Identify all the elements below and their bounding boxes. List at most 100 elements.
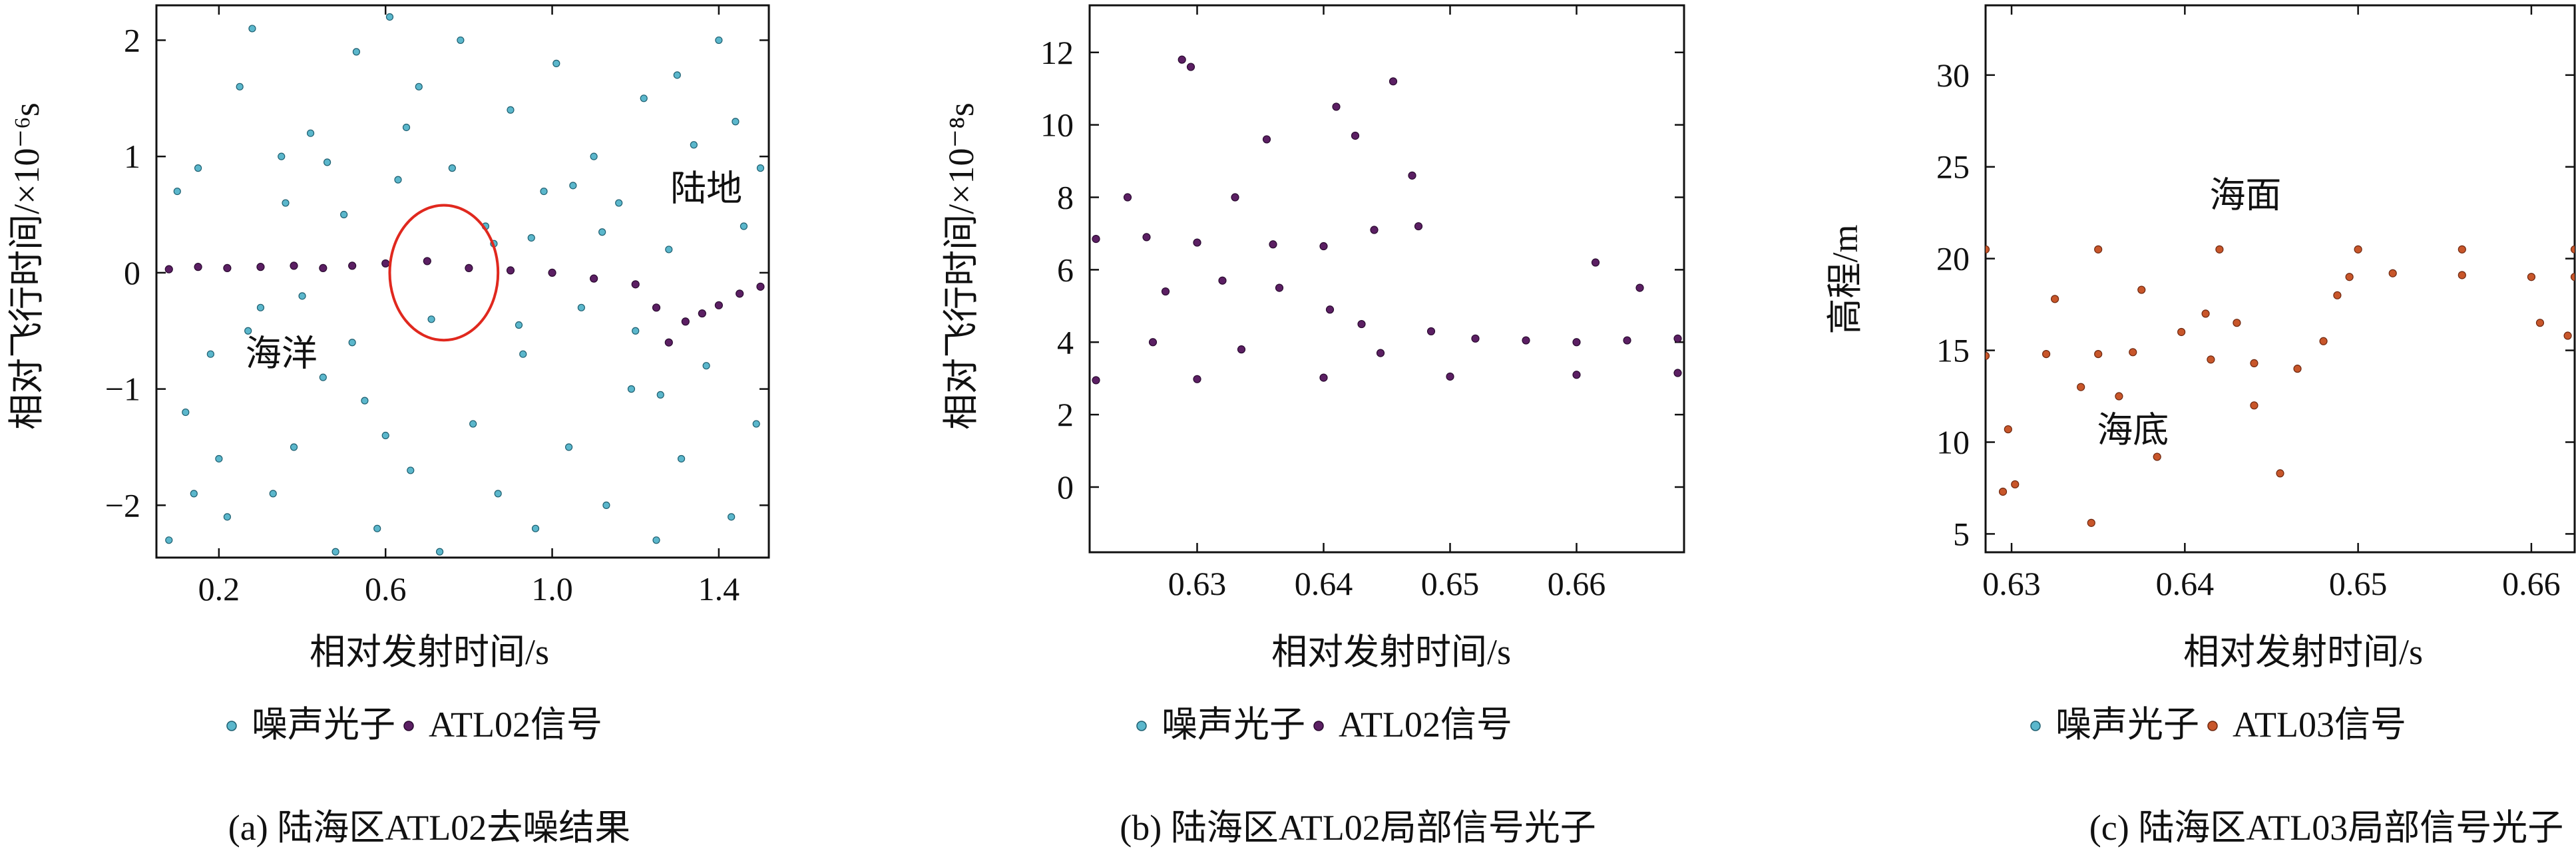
- legend-label: 噪声光子: [1162, 705, 1305, 745]
- noise-photon-point: [282, 199, 290, 207]
- noise-photon-point: [223, 513, 231, 521]
- noise-photon-point: [244, 327, 252, 335]
- signal-photon-point: [1446, 372, 1454, 381]
- panel-a-x-tick-label: 0.2: [198, 570, 240, 607]
- signal-photon-point: [664, 338, 673, 347]
- noise-photon-point: [435, 548, 444, 556]
- signal-photon-point: [381, 259, 390, 268]
- panel-c-y-tick-label: 10: [1936, 423, 1970, 460]
- noise-photon-point: [278, 152, 286, 160]
- panel-c-x-tick-label: 0.64: [2156, 565, 2215, 602]
- panel-a-x-tick-label: 1.0: [531, 570, 573, 607]
- panel-b-x-tick-label: 0.63: [1168, 565, 1227, 602]
- panel-b-y-tick-label: 10: [1040, 106, 1074, 144]
- signal-photon-point: [2233, 319, 2241, 327]
- noise-photon-point: [702, 362, 710, 370]
- signal-photon-point: [2011, 480, 2020, 489]
- noise-photon-point: [632, 327, 640, 335]
- signal-photon-point: [2177, 327, 2186, 337]
- noise-photon-point: [652, 536, 660, 544]
- noise-photon-point: [206, 350, 214, 358]
- noise-photon-point: [690, 141, 698, 149]
- panel-a: 相对飞行时间/×10⁻⁶s 相对发射时间/s 噪声光子 ATL02信号 (a) 陆…: [7, 4, 770, 848]
- signal-photon-point: [1376, 349, 1385, 357]
- panel-b-caption: (b) 陆海区ATL02局部信号光子: [1120, 808, 1596, 848]
- signal-photon-point: [1986, 245, 1990, 254]
- noise-photon-point: [194, 164, 202, 172]
- panel-c-y-tick-label: 25: [1936, 148, 1970, 186]
- panel-a-caption: (a) 陆海区ATL02去噪结果: [228, 808, 630, 848]
- noise-photon-point: [552, 59, 560, 67]
- signal-photon-point: [2094, 349, 2103, 359]
- panel-a-y-tick-label: 0: [124, 254, 140, 291]
- highlight-circle: [388, 204, 500, 342]
- noise-photon-point: [182, 408, 190, 417]
- noise-photon-point: [656, 391, 664, 399]
- signal-photon-point: [1408, 171, 1416, 180]
- signal-photon-point: [1357, 319, 1366, 329]
- panel-a-xlabel: 相对发射时间/s: [310, 632, 549, 672]
- panel-a-x-tick-label: 1.4: [698, 570, 740, 607]
- panel-b-y-tick-label: 4: [1057, 323, 1074, 361]
- signal-photon-point: [1123, 193, 1132, 202]
- noise-photon-point: [531, 524, 540, 532]
- signal-photon-point: [1186, 63, 1195, 71]
- signal-photon-point: [348, 261, 357, 270]
- signal-photon-point: [1092, 376, 1100, 385]
- noise-photon-point: [415, 83, 423, 90]
- panel-b-y-tick-label: 8: [1057, 179, 1074, 216]
- noise-photon-point: [756, 164, 765, 172]
- legend-marker: [1136, 721, 1147, 731]
- signal-photon-point: [631, 280, 640, 289]
- noise-photon-point: [569, 182, 577, 190]
- noise-photon-point: [190, 490, 198, 498]
- legend-marker: [2030, 721, 2041, 731]
- panel-a-legend: 噪声光子 ATL02信号: [226, 705, 602, 745]
- panel-c-y-tick-label: 30: [1936, 57, 1970, 94]
- signal-photon-point: [1231, 193, 1239, 202]
- legend-marker: [2207, 721, 2218, 731]
- panel-c-ylabel: 高程/m: [1825, 224, 1865, 334]
- legend-label: ATL03信号: [2233, 705, 2406, 745]
- signal-photon-point: [1161, 287, 1170, 296]
- signal-photon-point: [1673, 334, 1682, 343]
- panel-b-x-tick-label: 0.66: [1548, 565, 1606, 602]
- panel-a-y-tick-label: −2: [105, 486, 140, 524]
- signal-photon-point: [1193, 238, 1201, 247]
- panel-a-y-tick-label: −1: [105, 371, 140, 408]
- signal-photon-point: [714, 301, 723, 309]
- noise-photon-point: [290, 443, 298, 451]
- noise-photon-point: [527, 234, 535, 242]
- signal-photon-point: [1998, 487, 2008, 496]
- panel-c-x-tick-label: 0.65: [2329, 565, 2388, 602]
- signal-photon-point: [2137, 285, 2146, 294]
- panel-c-y-tick-label: 15: [1936, 332, 1970, 369]
- panel-c-data: [1986, 245, 2575, 527]
- noise-photon-point: [469, 420, 477, 428]
- signal-photon-point: [1178, 55, 1186, 64]
- signal-photon-point: [2250, 359, 2258, 367]
- panel-b-data: [1092, 55, 1682, 385]
- signal-photon-point: [1351, 131, 1360, 140]
- signal-photon-point: [2319, 337, 2328, 345]
- noise-photon-point: [306, 129, 315, 137]
- legend-marker: [226, 721, 237, 731]
- signal-photon-point: [465, 263, 473, 273]
- noise-photon-point: [627, 385, 636, 393]
- panel-b-ylabel: 相对飞行时间/×10⁻⁸s: [941, 102, 981, 430]
- signal-photon-point: [2250, 401, 2258, 410]
- noise-photon-point: [427, 315, 435, 323]
- noise-photon-point: [323, 158, 331, 166]
- noise-photon-point: [361, 397, 369, 405]
- noise-photon-point: [457, 36, 465, 45]
- signal-photon-point: [2563, 331, 2572, 340]
- noise-photon-point: [298, 292, 306, 300]
- panel-c-x-tick-label: 0.63: [1982, 565, 2041, 602]
- signal-photon-point: [1986, 351, 1990, 360]
- panel-c-x-tick-label: 0.66: [2502, 565, 2561, 602]
- legend-label: ATL02信号: [1339, 705, 1512, 745]
- noise-photon-point: [407, 466, 415, 474]
- signal-photon-point: [1237, 345, 1246, 354]
- panel-a-annotation: 海洋: [246, 334, 318, 374]
- noise-photon-point: [352, 48, 361, 56]
